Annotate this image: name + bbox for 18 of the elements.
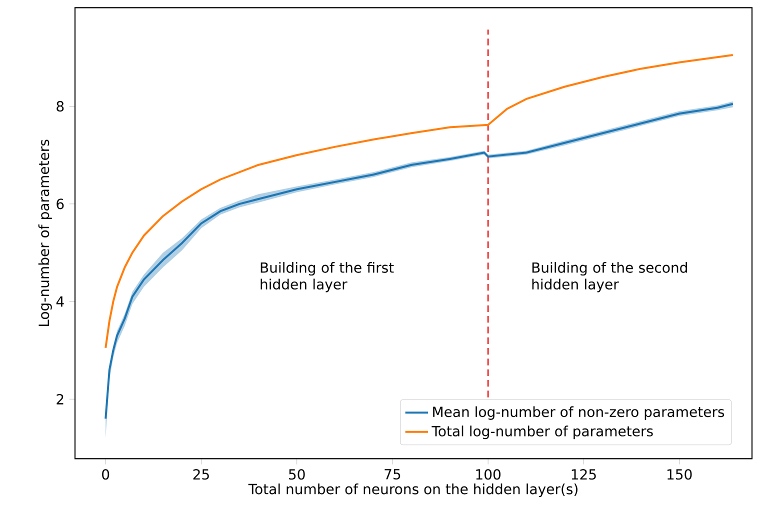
y-tick-label: 4	[56, 296, 64, 307]
x-tick-label: 0	[102, 469, 110, 480]
y-tick-label: 8	[56, 100, 64, 112]
line-series	[104, 54, 734, 349]
x-tick-label: 125	[572, 469, 596, 480]
x-tick-label: 150	[667, 469, 692, 480]
legend-label: Total log-number of parameters	[432, 426, 653, 440]
x-tick-label: 25	[193, 469, 209, 480]
y-tick-label: 2	[56, 394, 64, 404]
annotation: Building of the second hidden layer	[532, 262, 687, 292]
legend-label: Mean log-number of non-zero parameters	[433, 406, 724, 420]
x-tick-label: 50	[289, 469, 305, 480]
y-axis-title: Log-number of parameters	[38, 140, 52, 326]
y-tick-label: 6	[56, 198, 64, 210]
x-axis-title: Total number of neurons on the hidden layer(s)	[248, 484, 578, 498]
x-tick-label: 100	[476, 469, 500, 480]
annotation: Building of the first hidden layer	[260, 262, 394, 292]
x-tick-label: 75	[384, 469, 400, 480]
